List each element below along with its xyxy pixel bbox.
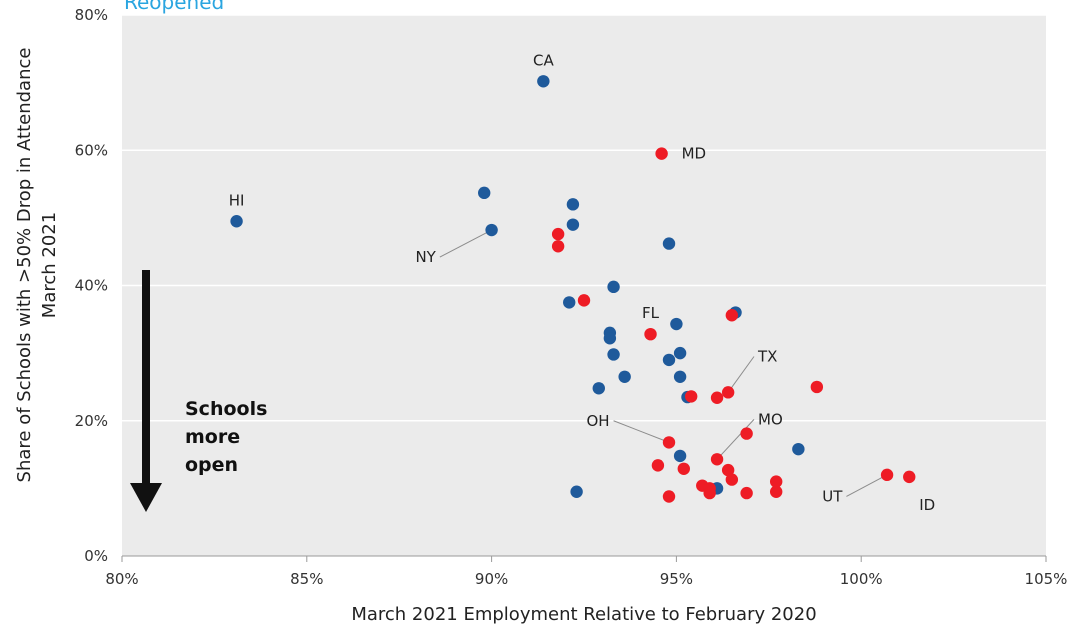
down-arrow-head	[130, 483, 162, 512]
red-point	[880, 468, 894, 482]
blue-point	[478, 186, 491, 200]
red-point	[725, 473, 739, 486]
blue-point	[537, 75, 550, 88]
blue-point	[673, 449, 687, 463]
data-points	[230, 75, 916, 503]
red-point	[710, 391, 724, 404]
x-tick-label: 90%	[475, 570, 508, 588]
x-tick-label: 100%	[840, 570, 883, 588]
blue-point	[485, 223, 498, 237]
annotation-line-2: more	[185, 426, 240, 448]
red-point	[644, 327, 657, 341]
red-point	[721, 463, 735, 477]
y-tick-label: 80%	[75, 6, 108, 24]
blue-point	[566, 218, 580, 231]
red-point	[551, 227, 565, 241]
blue-point	[673, 346, 687, 360]
red-point	[577, 294, 591, 307]
state-label-tx: TX	[757, 348, 777, 366]
red-point	[677, 462, 690, 475]
leader-line	[613, 420, 670, 443]
blue-point	[570, 485, 583, 498]
state-label-ca: CA	[533, 51, 554, 69]
state-label-mo: MO	[758, 410, 783, 428]
state-label-hi: HI	[229, 191, 245, 209]
y-axis-title: Share of Schools with >50% Drop in Atten…	[14, 48, 35, 483]
state-label-id: ID	[919, 496, 935, 514]
top-partial-label: Reopened	[124, 0, 224, 14]
blue-point	[673, 370, 687, 383]
red-point	[740, 427, 753, 440]
leader-line	[439, 229, 492, 258]
x-tick-label: 95%	[660, 570, 693, 588]
red-point	[684, 390, 698, 403]
red-point	[710, 453, 724, 466]
blue-point	[662, 237, 676, 250]
leader-line	[846, 474, 888, 497]
red-point	[769, 475, 783, 488]
x-axis-title: March 2021 Employment Relative to Februa…	[351, 604, 816, 625]
leader-line	[727, 356, 755, 393]
blue-point	[662, 353, 676, 367]
x-tick-label: 85%	[290, 570, 323, 588]
red-point	[662, 436, 676, 449]
annotation-line-3: open	[185, 454, 238, 476]
y-axis-title-line2: March 2021	[39, 212, 60, 318]
blue-point	[592, 382, 605, 395]
x-tick-label: 105%	[1025, 570, 1068, 588]
red-point	[651, 459, 665, 472]
y-tick-label: 0%	[84, 547, 108, 565]
annotation-line-1: Schools	[185, 398, 267, 420]
blue-point	[618, 370, 631, 383]
blue-point	[792, 442, 805, 456]
state-label-oh: OH	[586, 412, 609, 430]
red-point	[740, 486, 753, 500]
blue-point	[603, 332, 617, 345]
blue-point	[607, 280, 620, 294]
state-label-md: MD	[682, 145, 707, 163]
label-leader-lines	[439, 229, 888, 497]
red-point	[655, 147, 668, 160]
blue-point	[607, 348, 620, 361]
x-axis-ticks: 80% 85% 90% 95% 100% 105%	[105, 556, 1067, 588]
red-point	[810, 380, 824, 394]
red-point	[721, 386, 735, 399]
state-label-ny: NY	[415, 248, 436, 266]
state-labels: CA HI MD NY FL TX OH MO UT ID	[229, 51, 936, 514]
y-axis-ticks: 0% 20% 40% 60% 80%	[75, 6, 108, 565]
y-tick-label: 20%	[75, 412, 108, 430]
blue-point	[670, 317, 683, 331]
y-tick-label: 40%	[75, 277, 108, 295]
red-point	[551, 240, 565, 253]
y-tick-label: 60%	[75, 141, 108, 159]
gridlines	[122, 14, 1046, 422]
red-point	[769, 485, 783, 498]
red-point	[703, 486, 716, 500]
red-point	[662, 490, 676, 503]
red-point	[903, 470, 916, 484]
x-tick-label: 80%	[105, 570, 138, 588]
state-label-fl: FL	[642, 304, 660, 322]
down-arrow	[130, 270, 162, 512]
down-arrow-shaft	[142, 270, 150, 485]
blue-point	[230, 215, 243, 228]
leader-line	[716, 419, 755, 460]
red-point	[725, 309, 739, 322]
state-label-ut: UT	[822, 487, 843, 505]
blue-point	[563, 296, 576, 309]
blue-point	[566, 198, 580, 211]
